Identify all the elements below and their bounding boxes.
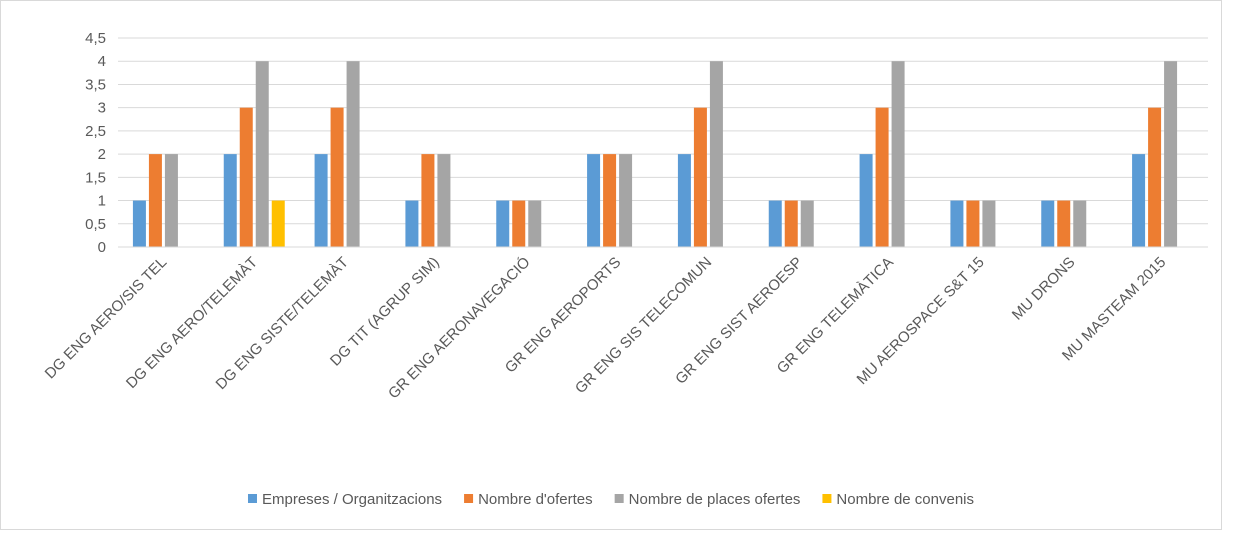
bar — [587, 154, 600, 247]
legend-swatch — [615, 494, 624, 503]
bar — [860, 154, 873, 247]
bar — [437, 154, 450, 247]
bar — [1164, 61, 1177, 247]
y-tick-label: 4,5 — [85, 30, 106, 47]
legend: Empreses / Organitzacions Nombre d'oferte… — [248, 491, 974, 508]
bar — [769, 201, 782, 247]
bar — [256, 61, 269, 247]
bar — [982, 201, 995, 247]
bar — [966, 201, 979, 247]
bar — [149, 154, 162, 247]
bar — [892, 61, 905, 247]
bar — [1148, 108, 1161, 247]
y-tick-label: 1 — [98, 193, 106, 210]
x-tick-label: MU MASTEAM 2015 — [1059, 254, 1169, 364]
bar — [1057, 201, 1070, 247]
bar — [1041, 201, 1054, 247]
bar — [1073, 201, 1086, 247]
y-tick-label: 4 — [98, 53, 106, 70]
bar — [331, 108, 344, 247]
bar — [496, 201, 509, 247]
y-tick-label: 0,5 — [85, 216, 106, 233]
bar — [272, 201, 285, 247]
bar — [801, 201, 814, 247]
y-tick-label: 2 — [98, 146, 106, 163]
y-tick-label: 3 — [98, 100, 106, 117]
gridlines — [118, 38, 1208, 224]
legend-swatch — [822, 494, 831, 503]
bar — [165, 154, 178, 247]
bar — [1132, 154, 1145, 247]
bar — [133, 201, 146, 247]
bar — [710, 61, 723, 247]
y-axis-ticks: 0 0,5 1 1,5 2 2,5 3 3,5 4 4,5 — [85, 30, 106, 256]
legend-label: Empreses / Organitzacions — [262, 491, 442, 508]
bar — [528, 201, 541, 247]
y-tick-label: 0 — [98, 239, 106, 256]
x-tick-label: MU DRONS — [1009, 254, 1079, 324]
y-tick-label: 1,5 — [85, 169, 106, 186]
bar — [347, 61, 360, 247]
legend-label: Nombre de convenis — [836, 491, 974, 508]
bar — [405, 201, 418, 247]
legend-swatch — [464, 494, 473, 503]
bar — [876, 108, 889, 247]
bar — [785, 201, 798, 247]
bar — [315, 154, 328, 247]
y-tick-label: 2,5 — [85, 123, 106, 140]
bar — [512, 201, 525, 247]
bar — [619, 154, 632, 247]
legend-swatch — [248, 494, 257, 503]
legend-label: Nombre d'ofertes — [478, 491, 593, 508]
bar — [694, 108, 707, 247]
bar — [421, 154, 434, 247]
bar — [240, 108, 253, 247]
bar — [603, 154, 616, 247]
legend-label: Nombre de places ofertes — [629, 491, 801, 508]
bar — [678, 154, 691, 247]
bar — [950, 201, 963, 247]
y-tick-label: 3,5 — [85, 76, 106, 93]
bar — [224, 154, 237, 247]
